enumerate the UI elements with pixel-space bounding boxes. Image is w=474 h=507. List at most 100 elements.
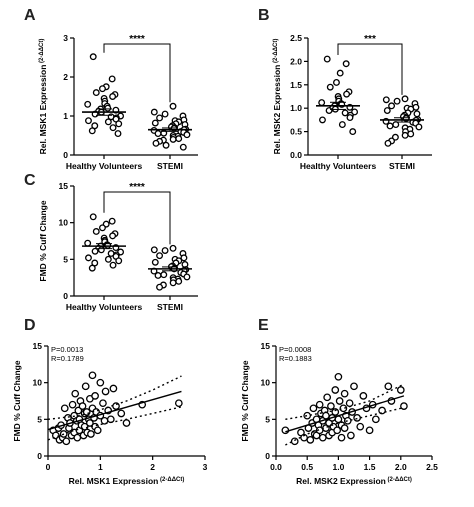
data-point bbox=[350, 382, 358, 391]
data-point bbox=[161, 247, 169, 254]
data-point bbox=[346, 114, 354, 122]
data-point bbox=[315, 400, 324, 409]
data-point bbox=[93, 426, 102, 435]
y-tick-label: 15 bbox=[261, 341, 271, 351]
y-axis-title: FMD % Cuff Change bbox=[12, 360, 22, 441]
data-point bbox=[88, 371, 97, 380]
data-point bbox=[342, 60, 350, 68]
panel-letter: A bbox=[24, 7, 36, 24]
chart-panel-e: E 0 5 10 15 FMD % Cuff Change 0.0 0.5 1.0 1.5 2.0 2… bbox=[240, 317, 438, 486]
data-point bbox=[322, 411, 330, 420]
data-point bbox=[318, 99, 326, 107]
chart-panel-a: A 0 1 2 3 Rel. MSK1 Expression (2-ΔΔCt) Health… bbox=[24, 7, 198, 171]
data-point bbox=[109, 93, 117, 100]
panel-letter: E bbox=[258, 317, 269, 334]
data-point bbox=[335, 397, 344, 405]
data-point bbox=[336, 69, 344, 77]
data-point bbox=[99, 85, 106, 93]
data-point bbox=[104, 104, 112, 112]
data-point bbox=[396, 386, 405, 394]
data-point bbox=[91, 247, 99, 255]
data-point bbox=[156, 114, 164, 122]
y-tick-label: 10 bbox=[59, 218, 69, 228]
data-point bbox=[365, 426, 374, 435]
y-axis-title-main: FMD % Cuff Change bbox=[12, 360, 22, 441]
data-point bbox=[156, 252, 164, 260]
x-axis-title: Rel. MSK1 Expression (2-ΔΔCt) bbox=[69, 476, 185, 486]
data-point bbox=[60, 404, 69, 413]
data-point bbox=[71, 389, 80, 398]
data-point bbox=[333, 426, 342, 435]
data-point bbox=[384, 382, 393, 391]
data-point bbox=[386, 122, 394, 130]
data-point bbox=[415, 123, 423, 131]
data-point bbox=[152, 139, 160, 147]
data-point bbox=[160, 271, 168, 279]
panel-letter: D bbox=[24, 317, 36, 334]
y-tick-label: 10 bbox=[261, 378, 271, 388]
data-point bbox=[68, 400, 77, 409]
data-point bbox=[169, 244, 177, 252]
y-axis-title-main: Rel. MSK1 Expression bbox=[38, 65, 48, 155]
data-point bbox=[323, 55, 331, 63]
data-point bbox=[92, 228, 100, 235]
data-point bbox=[356, 422, 365, 431]
significance-label: *** bbox=[364, 34, 376, 45]
data-point bbox=[73, 433, 82, 442]
data-point bbox=[333, 79, 340, 86]
data-point bbox=[281, 426, 290, 435]
y-axis-title: FMD % Cuff Change bbox=[38, 200, 48, 281]
data-point bbox=[340, 424, 349, 432]
data-point bbox=[104, 255, 112, 263]
y-tick-label: 0.5 bbox=[290, 127, 302, 137]
x-tick-label: 3 bbox=[203, 462, 208, 472]
data-point bbox=[306, 436, 315, 444]
data-point bbox=[407, 130, 415, 138]
data-point bbox=[109, 384, 118, 393]
data-point bbox=[109, 261, 117, 269]
significance-label: **** bbox=[129, 182, 145, 193]
category-label: STEMI bbox=[157, 302, 183, 312]
data-point bbox=[179, 143, 187, 151]
data-point bbox=[183, 273, 191, 281]
y-axis-title: Rel. MSK1 Expression (2-ΔΔCt) bbox=[38, 39, 48, 155]
data-point bbox=[400, 402, 408, 410]
significance-label: **** bbox=[129, 34, 145, 45]
stats-annotation: P=0.0008 bbox=[279, 345, 311, 354]
y-tick-label: 2 bbox=[63, 72, 68, 82]
y-axis-title-main: FMD % Cuff Change bbox=[240, 360, 250, 441]
data-point bbox=[334, 372, 343, 381]
category-label: STEMI bbox=[389, 161, 415, 171]
y-tick-label: 5 bbox=[265, 414, 270, 424]
data-point bbox=[318, 433, 327, 442]
y-tick-label: 0 bbox=[265, 451, 270, 461]
data-point bbox=[122, 419, 131, 427]
y-axis-title-superscript: (2-ΔΔCt) bbox=[273, 39, 279, 65]
category-label: Healthy Volunteers bbox=[66, 302, 143, 312]
chart-panel-b: B 0.0 0.5 1.0 1.5 2.0 2.5 Rel. MSK2 Expression … bbox=[258, 7, 432, 171]
data-point bbox=[169, 135, 177, 143]
data-point bbox=[343, 416, 352, 425]
data-point bbox=[109, 232, 117, 240]
data-point bbox=[87, 430, 95, 438]
data-point bbox=[99, 399, 107, 408]
data-point bbox=[349, 128, 357, 136]
data-point bbox=[151, 119, 159, 127]
data-point bbox=[331, 386, 340, 394]
y-tick-label: 5 bbox=[37, 414, 42, 424]
data-point bbox=[401, 131, 409, 139]
data-point bbox=[62, 437, 71, 446]
data-point bbox=[99, 224, 106, 232]
data-point bbox=[169, 102, 177, 110]
y-tick-label: 3 bbox=[63, 33, 68, 43]
data-point bbox=[327, 402, 335, 410]
x-axis-title-superscript: (2-ΔΔCt) bbox=[158, 477, 184, 483]
significance-bracket bbox=[103, 191, 171, 245]
data-point bbox=[339, 404, 348, 413]
data-point bbox=[347, 431, 355, 440]
category-label: Healthy Volunteers bbox=[300, 161, 377, 171]
data-point bbox=[117, 409, 126, 418]
ci-upper-band bbox=[47, 375, 182, 421]
data-point bbox=[382, 96, 390, 104]
